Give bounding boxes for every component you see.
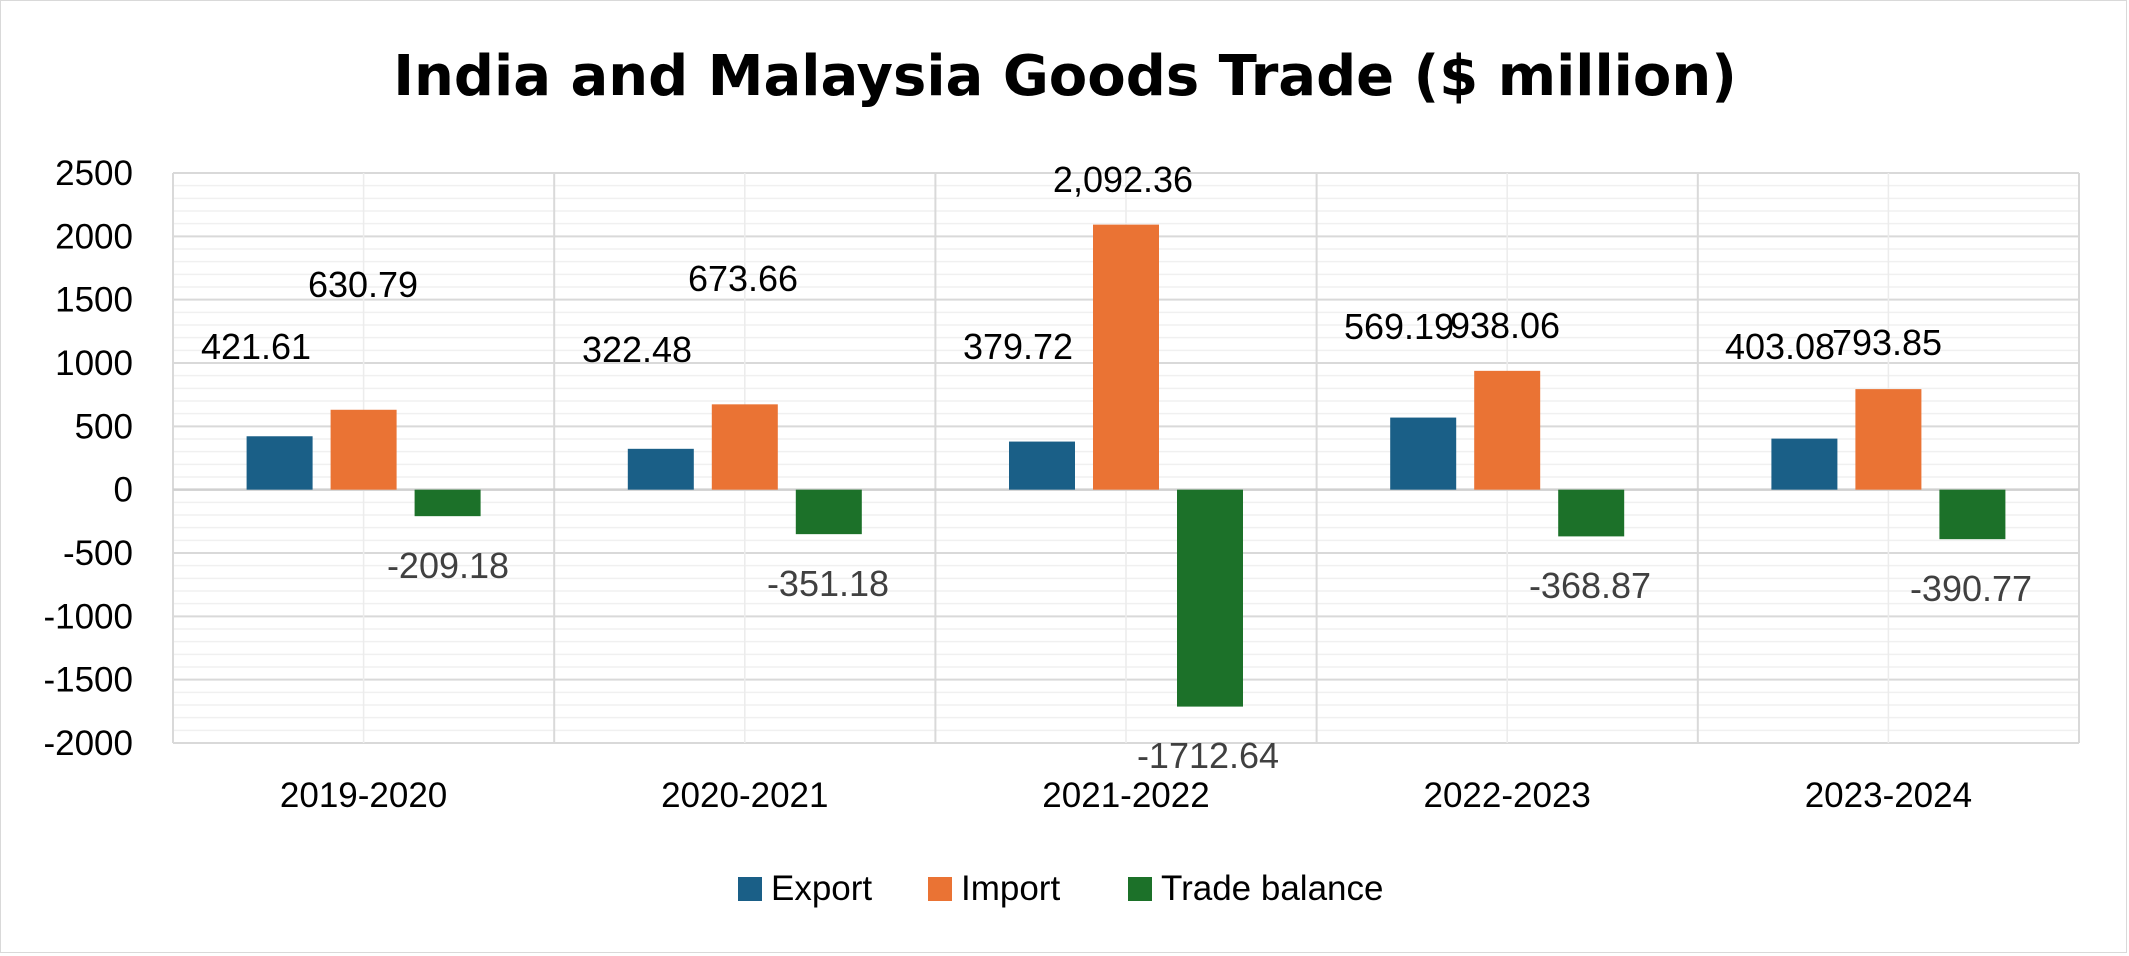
data-label-trade-balance: -368.87 — [1529, 565, 1651, 606]
data-label-export: 421.61 — [201, 326, 311, 367]
data-label-trade-balance: -1712.64 — [1137, 735, 1279, 776]
data-label-trade-balance: -209.18 — [387, 545, 509, 586]
y-tick-label: 2000 — [55, 217, 133, 256]
chart-title: India and Malaysia Goods Trade ($ millio… — [393, 44, 1737, 109]
bar-export — [627, 448, 694, 490]
y-tick-label: 2500 — [55, 154, 133, 193]
legend-label-trade-balance: Trade balance — [1161, 869, 1383, 908]
data-label-import: 673.66 — [688, 258, 798, 299]
bar-import — [1855, 389, 1922, 490]
x-axis: 2019-2020 2020-2021 2021-2022 2022-2023 2023… — [280, 776, 1972, 815]
bar-trade-balance — [795, 489, 862, 535]
bar-export — [246, 436, 313, 490]
x-category-label: 2023-2024 — [1805, 776, 1972, 815]
data-label-export: 379.72 — [963, 326, 1073, 367]
data-labels: 421.61 322.48 379.72 569.19 403.08 630.79 673.… — [201, 159, 2032, 776]
legend-swatch-export — [738, 877, 762, 901]
data-label-export: 403.08 — [1725, 326, 1835, 367]
bar-import — [1093, 224, 1159, 490]
x-category-label: 2021-2022 — [1042, 776, 1209, 815]
x-category-label: 2020-2021 — [661, 776, 828, 815]
bar-trade-balance — [1939, 489, 2006, 540]
legend-label-export: Export — [771, 869, 872, 908]
y-tick-label: 0 — [114, 471, 133, 510]
data-label-import: 2,092.36 — [1053, 159, 1193, 200]
legend-label-import: Import — [961, 869, 1060, 908]
data-label-trade-balance: -390.77 — [1910, 568, 2032, 609]
legend-swatch-trade-balance — [1128, 877, 1152, 901]
bars — [246, 224, 2006, 707]
y-tick-label: 1000 — [55, 344, 133, 383]
y-tick-label: -1000 — [43, 597, 133, 636]
data-label-import: 793.85 — [1832, 322, 1942, 363]
y-tick-label: 500 — [75, 407, 133, 446]
data-label-trade-balance: -351.18 — [767, 563, 889, 604]
y-tick-label: -1500 — [43, 661, 133, 700]
y-tick-label: -500 — [63, 534, 133, 573]
data-label-import: 938.06 — [1450, 305, 1560, 346]
bar-trade-balance — [414, 489, 481, 517]
y-tick-label: -2000 — [43, 724, 133, 763]
bar-export — [1771, 438, 1838, 490]
data-label-export: 569.19 — [1344, 306, 1454, 347]
bar-export — [1390, 417, 1457, 490]
bar-import — [711, 404, 778, 490]
bar-import — [1474, 370, 1541, 490]
x-category-label: 2022-2023 — [1424, 776, 1591, 815]
bar-trade-balance — [1558, 489, 1625, 537]
data-label-import: 630.79 — [308, 264, 418, 305]
y-tick-label: 1500 — [55, 281, 133, 320]
bar-export — [1009, 441, 1075, 490]
legend: Export Import Trade balance — [738, 869, 1383, 908]
bar-trade-balance — [1177, 489, 1243, 707]
y-axis: 2500 2000 1500 1000 500 0 -500 -1000 -1500 -2000 — [43, 154, 133, 763]
legend-swatch-import — [928, 877, 952, 901]
x-category-label: 2019-2020 — [280, 776, 447, 815]
bar-import — [330, 409, 397, 490]
data-label-export: 322.48 — [582, 329, 692, 370]
